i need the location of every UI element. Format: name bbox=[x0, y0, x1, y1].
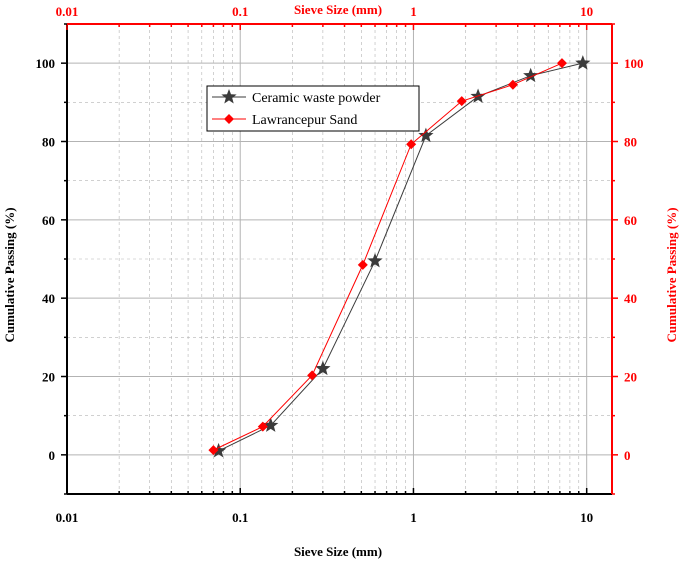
y-tick-label-right: 100 bbox=[624, 56, 644, 71]
legend-diamond-icon bbox=[224, 114, 234, 124]
y-axis-title-left: Cumulative Passing (%) bbox=[2, 207, 17, 342]
legend: Ceramic waste powder Lawrancepur Sand bbox=[206, 85, 420, 132]
data-point-star bbox=[367, 252, 383, 268]
y-tick-label-left: 60 bbox=[42, 213, 55, 228]
y-tick-label-right: 40 bbox=[624, 291, 637, 306]
legend-star-icon bbox=[221, 89, 237, 104]
data-point-diamond bbox=[556, 58, 567, 69]
y-tick-label-left: 20 bbox=[42, 370, 55, 385]
axes bbox=[61, 23, 618, 495]
legend-label-ceramic: Ceramic waste powder bbox=[252, 91, 381, 106]
legend-box bbox=[206, 85, 420, 132]
x-tick-label-bottom: 10 bbox=[580, 510, 593, 525]
data-point-star bbox=[418, 127, 434, 143]
data-point-diamond bbox=[357, 259, 368, 270]
x-axis-title-bottom: Sieve Size (mm) bbox=[294, 544, 382, 559]
legend-label-sand: Lawrancepur Sand bbox=[252, 113, 357, 128]
data-point-star bbox=[315, 360, 331, 376]
data-point-diamond bbox=[257, 421, 268, 432]
data-point-diamond bbox=[307, 370, 318, 381]
x-tick-label-bottom: 1 bbox=[410, 510, 417, 525]
y-tick-label-left: 40 bbox=[42, 291, 55, 306]
y-axis-title-right: Cumulative Passing (%) bbox=[664, 207, 679, 342]
x-tick-label-bottom: 0.1 bbox=[232, 510, 248, 525]
y-tick-label-left: 0 bbox=[49, 448, 56, 463]
x-tick-label-bottom: 0.01 bbox=[56, 510, 79, 525]
y-tick-label-right: 60 bbox=[624, 213, 637, 228]
x-tick-label-top: 10 bbox=[580, 4, 593, 19]
x-tick-label-top: 0.1 bbox=[232, 4, 248, 19]
series bbox=[208, 55, 591, 458]
data-point-star bbox=[263, 417, 279, 432]
y-tick-label-left: 100 bbox=[36, 56, 56, 71]
y-tick-label-right: 80 bbox=[624, 135, 637, 150]
data-point-star bbox=[210, 442, 227, 458]
data-point-diamond bbox=[507, 79, 518, 90]
x-tick-label-top: 1 bbox=[410, 4, 417, 19]
series-line-1 bbox=[213, 62, 563, 451]
series-line-0 bbox=[218, 62, 583, 452]
x-tick-label-top: 0.01 bbox=[56, 4, 79, 19]
x-axis-title-top: Sieve Size (mm) bbox=[294, 2, 382, 17]
data-point-diamond bbox=[208, 445, 219, 456]
data-point-diamond bbox=[406, 139, 417, 150]
data-point-star bbox=[523, 67, 539, 83]
y-tick-label-left: 80 bbox=[42, 135, 55, 150]
y-tick-label-right: 0 bbox=[624, 448, 631, 463]
data-point-diamond bbox=[456, 96, 467, 107]
y-tick-label-right: 20 bbox=[624, 370, 637, 385]
data-point-star bbox=[575, 55, 591, 70]
